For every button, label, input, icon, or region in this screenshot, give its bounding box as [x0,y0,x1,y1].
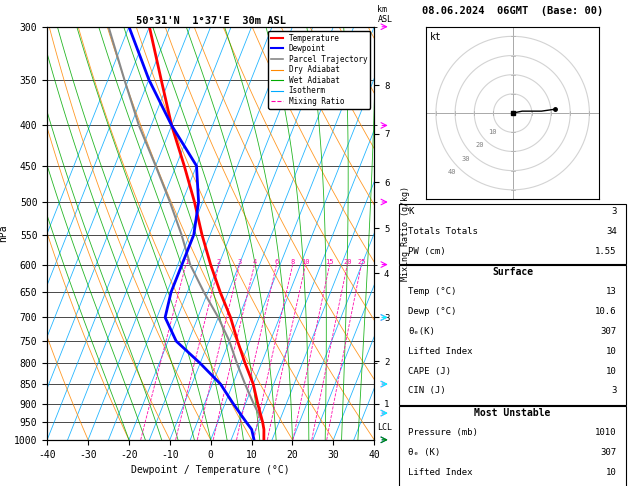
Text: Dewp (°C): Dewp (°C) [408,307,457,316]
Text: Pressure (mb): Pressure (mb) [408,428,478,437]
Text: CAPE (J): CAPE (J) [408,366,452,376]
Text: Mixing Ratio (g/kg): Mixing Ratio (g/kg) [401,186,410,281]
Text: 307: 307 [601,327,617,336]
Text: θₑ (K): θₑ (K) [408,448,441,457]
Text: 13: 13 [606,287,617,296]
Text: 3: 3 [611,386,617,396]
Text: 34: 34 [606,227,617,236]
Text: km
ASL: km ASL [377,5,392,24]
Text: 1010: 1010 [595,428,617,437]
Text: 307: 307 [601,448,617,457]
Text: LCL: LCL [377,423,392,432]
Text: 10.6: 10.6 [595,307,617,316]
Text: 40: 40 [448,169,457,175]
Text: 3: 3 [237,259,242,264]
Text: kt: kt [430,32,442,42]
Text: 08.06.2024  06GMT  (Base: 00): 08.06.2024 06GMT (Base: 00) [422,6,603,16]
Text: 10: 10 [606,366,617,376]
Text: 8: 8 [291,259,295,264]
Text: Temp (°C): Temp (°C) [408,287,457,296]
Text: Surface: Surface [492,267,533,277]
Text: 10: 10 [606,468,617,477]
Text: K: K [408,207,414,216]
Text: CIN (J): CIN (J) [408,386,446,396]
Text: 25: 25 [357,259,365,264]
Text: 20: 20 [343,259,352,264]
Text: 4: 4 [252,259,257,264]
X-axis label: Dewpoint / Temperature (°C): Dewpoint / Temperature (°C) [131,465,290,475]
Text: 10: 10 [301,259,310,264]
Text: 15: 15 [325,259,334,264]
Text: Lifted Index: Lifted Index [408,347,473,356]
Text: 20: 20 [475,142,484,148]
Text: Lifted Index: Lifted Index [408,468,473,477]
Legend: Temperature, Dewpoint, Parcel Trajectory, Dry Adiabat, Wet Adiabat, Isotherm, Mi: Temperature, Dewpoint, Parcel Trajectory… [268,31,370,109]
Text: θₑ(K): θₑ(K) [408,327,435,336]
Text: 10: 10 [489,129,497,135]
Text: 10: 10 [606,347,617,356]
Title: 50°31'N  1°37'E  30m ASL: 50°31'N 1°37'E 30m ASL [136,16,286,26]
Text: 1.55: 1.55 [595,247,617,256]
Y-axis label: hPa: hPa [0,225,8,242]
Text: 2: 2 [217,259,221,264]
Text: 6: 6 [274,259,279,264]
Text: 3: 3 [611,207,617,216]
Text: Most Unstable: Most Unstable [474,408,551,418]
Text: PW (cm): PW (cm) [408,247,446,256]
Text: Totals Totals: Totals Totals [408,227,478,236]
Text: 30: 30 [462,156,470,162]
Text: 1: 1 [184,259,188,264]
